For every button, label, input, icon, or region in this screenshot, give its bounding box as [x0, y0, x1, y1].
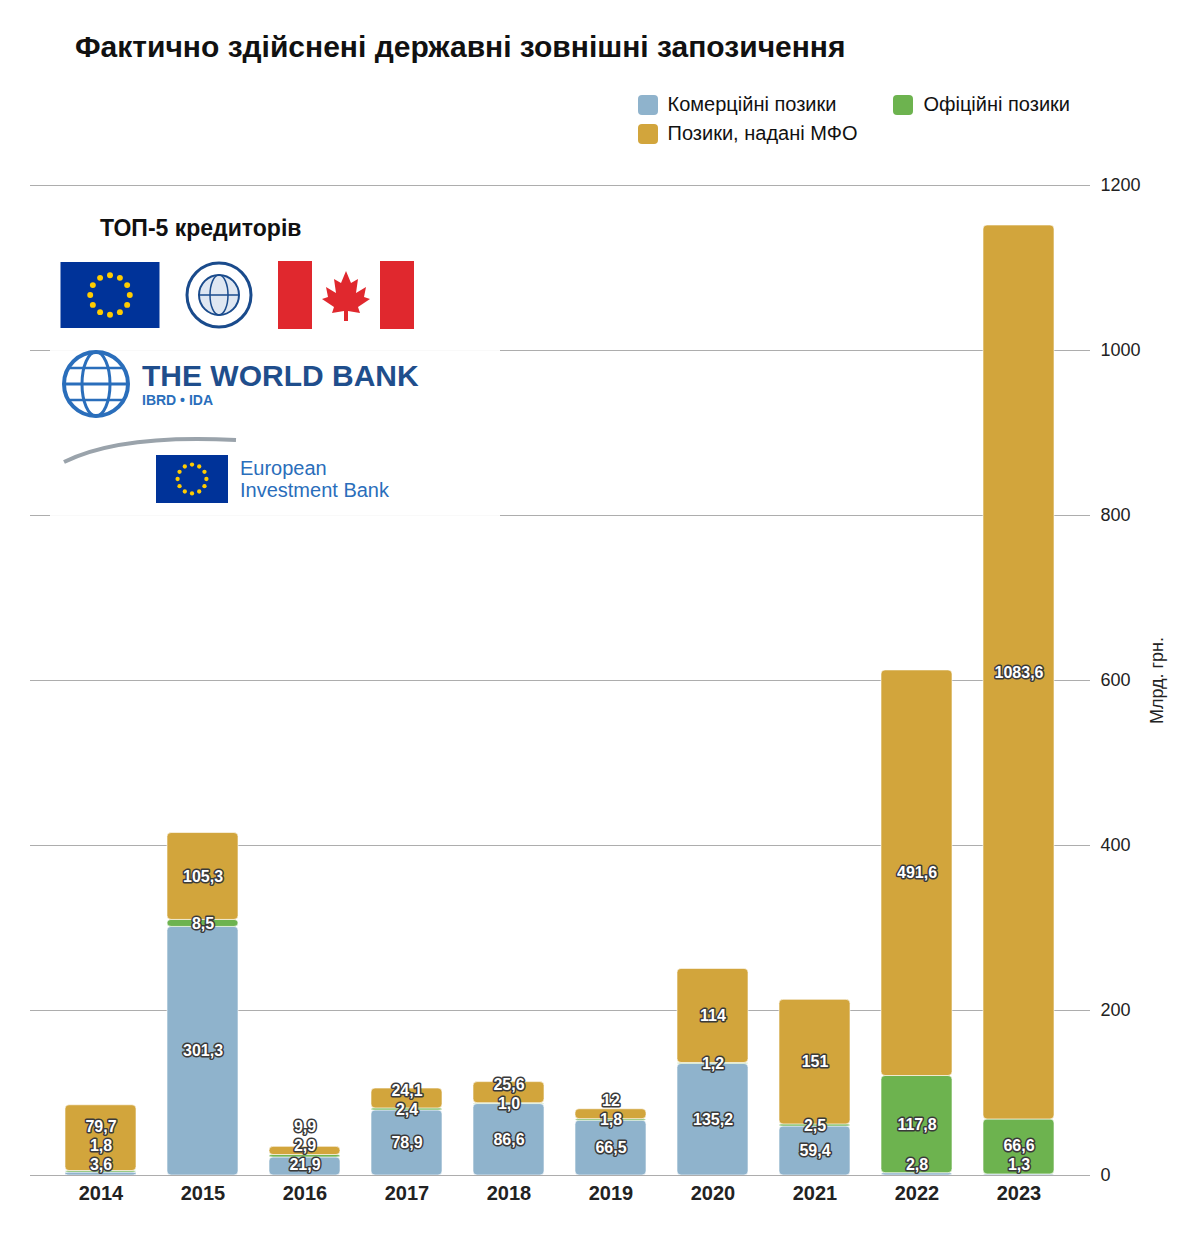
- svg-text:135,2: 135,2: [693, 1111, 733, 1128]
- svg-text:2017: 2017: [385, 1182, 430, 1204]
- svg-text:2019: 2019: [589, 1182, 634, 1204]
- svg-text:2018: 2018: [487, 1182, 532, 1204]
- svg-text:105,3: 105,3: [183, 868, 223, 885]
- svg-text:2016: 2016: [283, 1182, 328, 1204]
- svg-text:66,5: 66,5: [595, 1139, 626, 1156]
- svg-text:86,6: 86,6: [493, 1131, 524, 1148]
- svg-text:2020: 2020: [691, 1182, 736, 1204]
- html-text:Офіційні позики: Офіційні позики: [923, 93, 1070, 115]
- svg-text:Млрд. грн.: Млрд. грн.: [1147, 637, 1167, 724]
- svg-text:59,4: 59,4: [799, 1142, 830, 1159]
- svg-text:491,6: 491,6: [897, 864, 937, 881]
- svg-text:8,5: 8,5: [192, 915, 214, 932]
- html-text:Позики, надані МФО: Позики, надані МФО: [667, 122, 858, 144]
- svg-text:1,8: 1,8: [600, 1111, 622, 1128]
- svg-text:1,2: 1,2: [702, 1055, 724, 1072]
- svg-text:2023: 2023: [997, 1182, 1042, 1204]
- svg-text:25,6: 25,6: [493, 1076, 524, 1093]
- html-text:European Investment Bank: European Investment Bank: [240, 457, 389, 501]
- svg-text:2,4: 2,4: [396, 1101, 418, 1118]
- svg-text:2022: 2022: [895, 1182, 940, 1204]
- svg-text:3,6: 3,6: [90, 1156, 112, 1173]
- svg-text:1,8: 1,8: [90, 1137, 112, 1154]
- svg-text:79,7: 79,7: [85, 1118, 116, 1135]
- svg-text:1,0: 1,0: [498, 1095, 520, 1112]
- svg-text:24,1: 24,1: [391, 1082, 422, 1099]
- svg-text:2015: 2015: [181, 1182, 226, 1204]
- svg-text:114: 114: [700, 1007, 726, 1024]
- svg-text:600: 600: [1101, 670, 1131, 690]
- svg-text:12: 12: [602, 1092, 620, 1109]
- svg-text:2014: 2014: [79, 1182, 124, 1204]
- svg-text:66,6: 66,6: [1003, 1137, 1034, 1154]
- svg-text:2,9: 2,9: [294, 1137, 316, 1154]
- html-text:ТОП-5 кредиторів: ТОП-5 кредиторів: [100, 215, 302, 241]
- svg-text:2,8: 2,8: [906, 1156, 928, 1173]
- svg-text:2,5: 2,5: [804, 1117, 826, 1134]
- svg-text:400: 400: [1101, 835, 1131, 855]
- svg-text:301,3: 301,3: [183, 1042, 223, 1059]
- svg-text:1000: 1000: [1101, 340, 1141, 360]
- html-text:THE WORLD BANK: THE WORLD BANK: [142, 359, 419, 393]
- html-text:IBRD • IDA: IBRD • IDA: [142, 391, 213, 408]
- svg-text:151: 151: [802, 1053, 829, 1070]
- svg-text:800: 800: [1101, 505, 1131, 525]
- svg-text:1083,6: 1083,6: [995, 664, 1044, 681]
- svg-text:1200: 1200: [1101, 175, 1141, 195]
- svg-text:1,3: 1,3: [1008, 1156, 1030, 1173]
- svg-text:9,9: 9,9: [294, 1118, 316, 1135]
- svg-text:0: 0: [1101, 1165, 1111, 1185]
- svg-text:2021: 2021: [793, 1182, 838, 1204]
- html-text:Фактично здійснені державні зо: Фактично здійснені державні зовнішні зап…: [75, 30, 846, 63]
- svg-text:21,9: 21,9: [289, 1156, 320, 1173]
- html-text:Комерційні позики: Комерційні позики: [667, 93, 837, 115]
- svg-text:78,9: 78,9: [391, 1134, 422, 1151]
- svg-text:117,8: 117,8: [897, 1116, 936, 1133]
- svg-text:200: 200: [1101, 1000, 1131, 1020]
